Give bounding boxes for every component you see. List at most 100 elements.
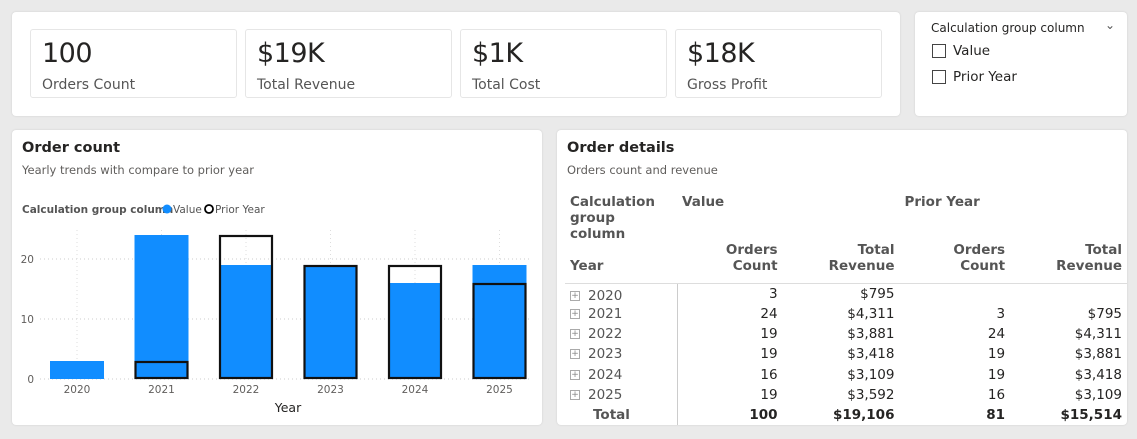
checkbox[interactable] bbox=[932, 70, 946, 84]
chevron-down-icon[interactable]: ⌄ bbox=[1104, 18, 1115, 32]
column-header[interactable]: Orders Count bbox=[899, 242, 1011, 284]
legend-value-marker bbox=[162, 204, 172, 214]
bar-prior-year-2022[interactable] bbox=[218, 234, 274, 380]
table-cell: $4,311 bbox=[1074, 326, 1122, 343]
row-label[interactable]: +2021 bbox=[565, 304, 678, 325]
y-tick-label: 20 bbox=[21, 254, 34, 266]
bar-prior-year-2025[interactable] bbox=[472, 282, 527, 380]
table-cell: $795 bbox=[860, 286, 895, 302]
expand-icon[interactable]: + bbox=[570, 369, 580, 380]
table-title: Order details bbox=[567, 140, 675, 156]
x-tick-label: 2021 bbox=[148, 384, 175, 396]
bar-value-2021[interactable] bbox=[134, 235, 189, 379]
bar-value-2024[interactable] bbox=[388, 283, 442, 379]
table-cell: $3,109 bbox=[1074, 386, 1122, 403]
table-cell: 24 bbox=[760, 306, 778, 323]
table-row: +2023 19 $3,418 19 $3,881 bbox=[565, 344, 1127, 365]
expand-icon[interactable]: + bbox=[570, 349, 580, 360]
group-header-prior-year: Prior Year bbox=[904, 194, 980, 210]
table-row: +2020 3 $795 bbox=[565, 283, 1127, 305]
row-label[interactable]: +2023 bbox=[565, 344, 678, 365]
row-label[interactable]: +2025 bbox=[565, 384, 678, 405]
table-cell: $3,881 bbox=[847, 326, 895, 343]
column-header[interactable]: Total Revenue bbox=[1010, 242, 1127, 284]
table-cell: $3,418 bbox=[1074, 366, 1122, 383]
bar-prior-year-2023[interactable] bbox=[303, 264, 358, 380]
bar-prior-year-2021[interactable] bbox=[134, 360, 189, 380]
column-header[interactable]: Orders Count bbox=[677, 242, 783, 284]
kpi-total-revenue: $19K Total Revenue bbox=[245, 29, 452, 98]
y-tick-label: 10 bbox=[21, 314, 34, 326]
row-header: group column bbox=[570, 210, 626, 242]
slicer-option-value[interactable]: Value bbox=[932, 43, 990, 59]
checkbox[interactable] bbox=[932, 44, 946, 58]
table-cell: 3 bbox=[996, 306, 1006, 323]
bar-value-2022[interactable] bbox=[219, 265, 273, 379]
x-tick-label: 2020 bbox=[64, 384, 91, 396]
x-tick-label: 2022 bbox=[233, 384, 260, 396]
x-tick-label: 2024 bbox=[402, 384, 429, 396]
row-header: Calculation bbox=[570, 194, 655, 210]
table-cell: 19 bbox=[987, 366, 1006, 383]
legend-prior-year-label[interactable]: Prior Year bbox=[215, 204, 265, 216]
calculation-group-slicer: Calculation group column ⌄ Value Prior Y… bbox=[915, 12, 1127, 116]
table-cell: $795 bbox=[1087, 306, 1122, 323]
table-cell: 16 bbox=[987, 386, 1006, 403]
option-label: Value bbox=[953, 43, 991, 59]
kpi-total-cost: $1K Total Cost bbox=[460, 29, 667, 98]
kpi-value: $1K bbox=[472, 38, 523, 69]
x-axis-title: Year bbox=[274, 400, 302, 415]
kpi-label: Total Revenue bbox=[257, 77, 356, 93]
group-header-value: Value bbox=[682, 194, 725, 210]
expand-icon[interactable]: + bbox=[570, 309, 580, 320]
total-cell: 81 bbox=[986, 407, 1006, 424]
row-label[interactable]: +2024 bbox=[565, 364, 678, 385]
table-row: +2025 19 $3,592 16 $3,109 bbox=[565, 384, 1127, 405]
x-tick-label: 2023 bbox=[317, 384, 344, 396]
table-cell: $3,109 bbox=[847, 366, 895, 383]
order-details-matrix: Calculation Value Prior Year group column … bbox=[565, 194, 1127, 426]
table-cell: 3 bbox=[768, 286, 778, 302]
table-row: +2024 16 $3,109 19 $3,418 bbox=[565, 364, 1127, 385]
chart-title: Order count bbox=[22, 140, 121, 156]
column-header[interactable]: Total Revenue bbox=[782, 242, 900, 284]
order-count-chart: Calculation group column Value Prior Yea… bbox=[21, 204, 530, 415]
table-cell: 16 bbox=[760, 366, 778, 383]
kpi-label: Orders Count bbox=[42, 77, 136, 93]
table-cell: $4,311 bbox=[847, 306, 895, 323]
table-cell: 19 bbox=[987, 346, 1006, 363]
table-cell: 19 bbox=[760, 346, 778, 363]
slicer-option-prior-year[interactable]: Prior Year bbox=[932, 69, 1017, 85]
table-cell: $3,592 bbox=[847, 386, 895, 403]
kpi-gross-profit: $18K Gross Profit bbox=[675, 29, 882, 98]
kpi-orders-count: 100 Orders Count bbox=[30, 29, 237, 98]
expand-icon[interactable]: + bbox=[570, 389, 580, 400]
bar-value-2023[interactable] bbox=[303, 265, 358, 379]
bar-prior-year-2024[interactable] bbox=[387, 264, 443, 380]
y-tick-label: 0 bbox=[27, 374, 34, 386]
row-label[interactable]: +2020 bbox=[565, 283, 678, 304]
kpi-value: $19K bbox=[257, 38, 325, 69]
row-header: Year bbox=[565, 242, 677, 284]
bar-value-2025[interactable] bbox=[472, 265, 527, 379]
kpi-label: Gross Profit bbox=[687, 77, 768, 93]
total-row: Total 100 $19,106 81 $15,514 bbox=[565, 404, 1127, 426]
total-cell: $15,514 bbox=[1060, 407, 1123, 424]
expand-icon[interactable]: + bbox=[570, 329, 580, 340]
legend-title: Calculation group column bbox=[22, 204, 173, 216]
bar-value-2020[interactable] bbox=[50, 361, 104, 379]
chart-subtitle: Yearly trends with compare to prior year bbox=[22, 163, 254, 177]
total-cell: $19,106 bbox=[832, 407, 895, 424]
x-tick-label: 2025 bbox=[486, 384, 513, 396]
total-label: Total bbox=[565, 404, 678, 426]
kpi-label: Total Cost bbox=[472, 77, 541, 93]
legend-value-label[interactable]: Value bbox=[173, 204, 202, 216]
slicer-title: Calculation group column bbox=[931, 21, 1085, 35]
row-label[interactable]: +2022 bbox=[565, 324, 678, 345]
table-row: +2022 19 $3,881 24 $4,311 bbox=[565, 324, 1127, 345]
expand-icon[interactable]: + bbox=[570, 291, 580, 301]
table-cell bbox=[1010, 284, 1127, 305]
table-cell: 19 bbox=[760, 326, 778, 343]
total-cell: 100 bbox=[749, 407, 778, 424]
table-cell bbox=[899, 284, 1010, 305]
